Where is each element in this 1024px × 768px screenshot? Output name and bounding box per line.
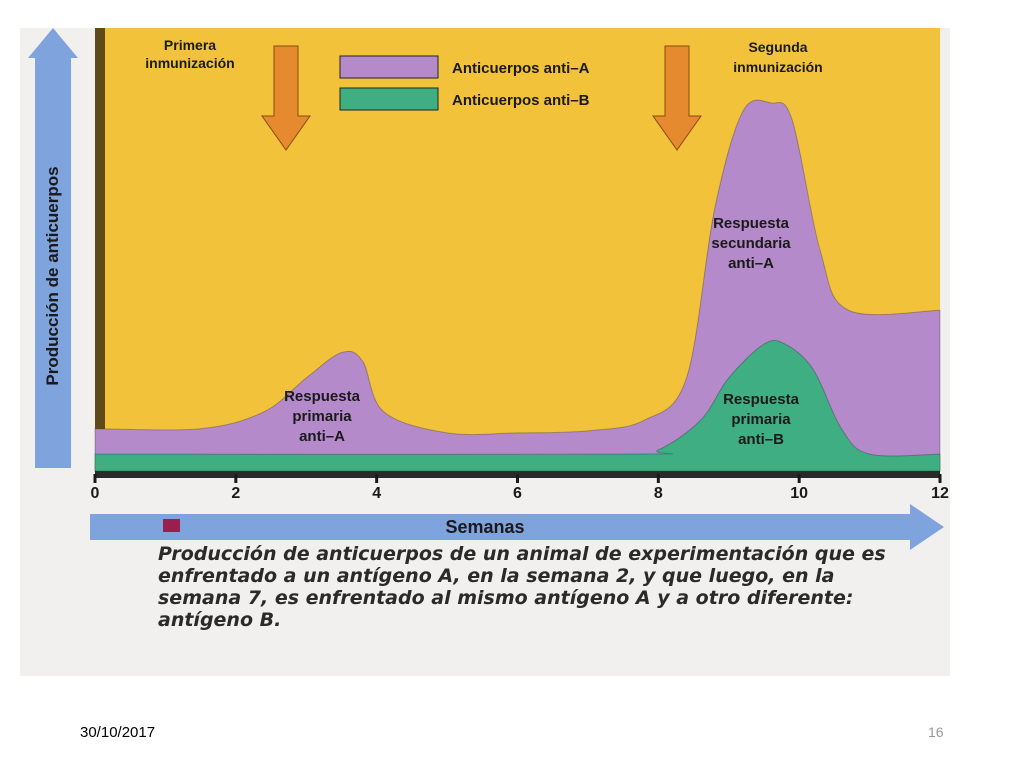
x-tick-label-8: 8 bbox=[654, 485, 663, 502]
x-tick-label-0: 0 bbox=[91, 485, 100, 502]
series-layer bbox=[94, 99, 941, 472]
label-secundaria-a-line3: anti–A bbox=[728, 255, 774, 272]
annotation-segunda-line1: Segunda bbox=[748, 39, 807, 55]
legend-swatch-anti-b bbox=[339, 87, 439, 111]
slide-page-number: 16 bbox=[928, 724, 944, 740]
legend-label-anti-b: Anticuerpos anti–B bbox=[452, 92, 590, 109]
x-tick-label-10: 10 bbox=[790, 485, 808, 502]
label-respuesta-primaria-a: Respuesta primaria anti–A bbox=[284, 388, 361, 445]
x-tick-4 bbox=[375, 474, 379, 483]
legend-swatch-anti-a bbox=[339, 55, 439, 79]
label-primaria-b-line3: anti–B bbox=[738, 431, 784, 448]
x-tick-0 bbox=[93, 474, 97, 483]
figure-caption: Producción de anticuerpos de un animal d… bbox=[158, 543, 886, 631]
antibody-chart: 0 2 4 6 8 10 12 Semanas Producción de anticuer… bbox=[28, 28, 949, 550]
slide-date: 30/10/2017 bbox=[80, 724, 156, 741]
label-respuesta-secundaria-a: Respuesta secundaria anti–A bbox=[711, 215, 791, 272]
arrow-primera-inmunizacion bbox=[261, 45, 311, 151]
label-primaria-a-line2: primaria bbox=[292, 408, 352, 425]
x-tick-8 bbox=[656, 474, 660, 483]
label-primaria-a-line3: anti–A bbox=[299, 428, 345, 445]
annotation-primera-line1: Primera bbox=[164, 37, 216, 53]
x-tick-6 bbox=[516, 474, 519, 483]
y-axis-arrow bbox=[28, 28, 78, 468]
label-secundaria-a-line2: secundaria bbox=[711, 235, 791, 252]
legend-label-anti-a: Anticuerpos anti–A bbox=[452, 60, 590, 77]
label-primaria-a-line1: Respuesta bbox=[284, 388, 361, 405]
x-axis-arrow bbox=[90, 504, 944, 550]
x-axis-label: Semanas bbox=[445, 517, 524, 537]
label-secundaria-a-line1: Respuesta bbox=[713, 215, 790, 232]
annotation-segunda: Segunda inmunización bbox=[733, 39, 822, 75]
series-area-anti-b bbox=[94, 339, 941, 472]
x-tick-12 bbox=[938, 474, 942, 483]
label-primaria-b-line2: primaria bbox=[731, 411, 791, 428]
immunization-arrows bbox=[261, 45, 702, 151]
x-tick-10 bbox=[797, 474, 801, 483]
y-axis-label: Producción de anticuerpos bbox=[43, 166, 62, 385]
x-tick-label-12: 12 bbox=[931, 485, 949, 502]
x-tick-label-2: 2 bbox=[231, 485, 240, 502]
annotation-primera-line2: inmunización bbox=[145, 55, 234, 71]
figure-photo: 0 2 4 6 8 10 12 Semanas Producción de anticuer… bbox=[20, 28, 950, 676]
legend: Anticuerpos anti–A Anticuerpos anti–B bbox=[339, 55, 590, 111]
label-primaria-b-line1: Respuesta bbox=[723, 391, 800, 408]
plot-left-strip bbox=[95, 28, 105, 473]
arrow-segunda-inmunizacion bbox=[652, 45, 702, 151]
annotation-segunda-line2: inmunización bbox=[733, 59, 822, 75]
label-respuesta-primaria-b: Respuesta primaria anti–B bbox=[723, 391, 800, 448]
x-tick-label-4: 4 bbox=[372, 485, 381, 502]
annotation-primera: Primera inmunización bbox=[145, 37, 234, 71]
x-tick-label-6: 6 bbox=[513, 485, 522, 502]
x-tick-layer: 0 2 4 6 8 10 12 bbox=[91, 474, 949, 502]
x-tick-2 bbox=[234, 474, 238, 483]
caption-marker bbox=[163, 519, 180, 532]
